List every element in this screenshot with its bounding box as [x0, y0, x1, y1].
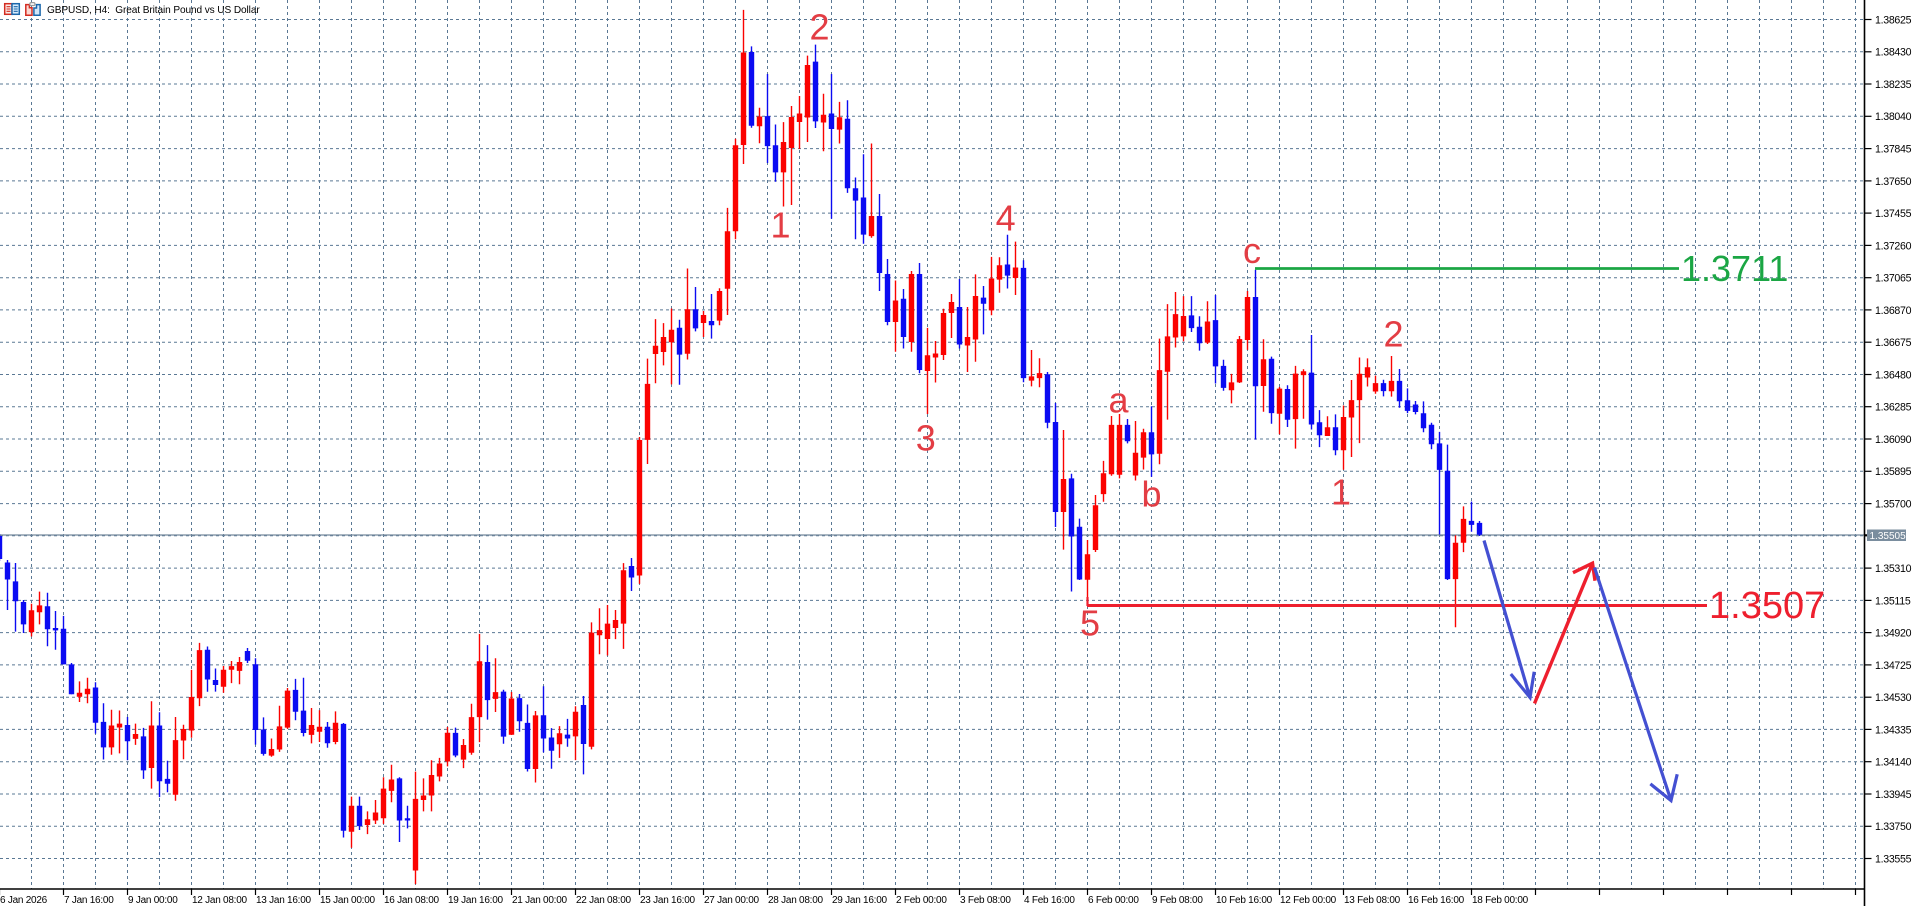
svg-text:1.36870: 1.36870 [1875, 305, 1912, 317]
svg-text:1.38040: 1.38040 [1875, 111, 1912, 123]
svg-text:4: 4 [996, 197, 1016, 238]
svg-text:16 Feb 16:00: 16 Feb 16:00 [1408, 895, 1465, 906]
svg-text:1.33750: 1.33750 [1875, 821, 1912, 833]
svg-text:1.34335: 1.34335 [1875, 724, 1912, 736]
svg-text:2 Feb 00:00: 2 Feb 00:00 [896, 895, 947, 906]
svg-text:13 Jan 16:00: 13 Jan 16:00 [256, 895, 312, 906]
svg-text:9 Jan 00:00: 9 Jan 00:00 [128, 895, 178, 906]
svg-text:1.3711: 1.3711 [1681, 248, 1788, 289]
svg-text:1.36285: 1.36285 [1875, 402, 1912, 414]
svg-text:10 Feb 16:00: 10 Feb 16:00 [1216, 895, 1273, 906]
svg-text:6 Jan 2026: 6 Jan 2026 [0, 895, 48, 906]
svg-text:29 Jan 16:00: 29 Jan 16:00 [832, 895, 888, 906]
svg-text:3: 3 [916, 417, 936, 458]
svg-text:2: 2 [809, 7, 829, 48]
svg-text:27 Jan 00:00: 27 Jan 00:00 [704, 895, 760, 906]
svg-text:1: 1 [1331, 472, 1351, 513]
svg-text:22 Jan 08:00: 22 Jan 08:00 [576, 895, 632, 906]
svg-text:1.34530: 1.34530 [1875, 692, 1912, 704]
svg-text:1.37065: 1.37065 [1875, 273, 1912, 285]
svg-text:GBPUSD, H4: Great Britain Pou: GBPUSD, H4: Great Britain Pound vs US Do… [47, 5, 260, 16]
svg-text:4 Feb 16:00: 4 Feb 16:00 [1024, 895, 1075, 906]
svg-text:1.3507: 1.3507 [1709, 585, 1825, 627]
svg-text:1: 1 [770, 205, 790, 246]
svg-text:19 Jan 16:00: 19 Jan 16:00 [448, 895, 504, 906]
svg-text:2: 2 [1383, 314, 1403, 355]
svg-text:1.34140: 1.34140 [1875, 757, 1912, 769]
svg-text:13 Feb 08:00: 13 Feb 08:00 [1344, 895, 1401, 906]
svg-text:5: 5 [1080, 603, 1100, 644]
svg-text:1.38430: 1.38430 [1875, 47, 1912, 59]
svg-text:1.35700: 1.35700 [1875, 499, 1912, 511]
svg-text:1.38625: 1.38625 [1875, 14, 1912, 26]
svg-text:16 Jan 08:00: 16 Jan 08:00 [384, 895, 440, 906]
svg-text:a: a [1108, 380, 1129, 421]
svg-text:18 Feb 00:00: 18 Feb 00:00 [1472, 895, 1529, 906]
svg-text:15 Jan 00:00: 15 Jan 00:00 [320, 895, 376, 906]
svg-text:1.34920: 1.34920 [1875, 628, 1912, 640]
svg-text:1.35505: 1.35505 [1870, 531, 1907, 542]
svg-text:1.36675: 1.36675 [1875, 337, 1912, 349]
svg-text:c: c [1243, 230, 1261, 271]
svg-text:1.37455: 1.37455 [1875, 208, 1912, 220]
svg-text:1.35310: 1.35310 [1875, 563, 1912, 575]
svg-text:12 Jan 08:00: 12 Jan 08:00 [192, 895, 248, 906]
svg-text:1.36090: 1.36090 [1875, 434, 1912, 446]
svg-text:1.35895: 1.35895 [1875, 466, 1912, 478]
svg-text:1.35115: 1.35115 [1875, 595, 1911, 607]
svg-text:7 Jan 16:00: 7 Jan 16:00 [64, 895, 114, 906]
svg-text:1.34725: 1.34725 [1875, 660, 1912, 672]
svg-text:28 Jan 08:00: 28 Jan 08:00 [768, 895, 824, 906]
svg-text:1.37845: 1.37845 [1875, 144, 1912, 156]
svg-text:1.33945: 1.33945 [1875, 789, 1912, 801]
svg-text:12 Feb 00:00: 12 Feb 00:00 [1280, 895, 1337, 906]
svg-text:21 Jan 00:00: 21 Jan 00:00 [512, 895, 568, 906]
svg-text:1.33555: 1.33555 [1875, 853, 1912, 865]
svg-text:6 Feb 00:00: 6 Feb 00:00 [1088, 895, 1139, 906]
svg-text:23 Jan 16:00: 23 Jan 16:00 [640, 895, 696, 906]
svg-text:b: b [1141, 474, 1161, 515]
svg-text:1.38235: 1.38235 [1875, 79, 1912, 91]
svg-text:1.37650: 1.37650 [1875, 176, 1912, 188]
svg-text:1.37260: 1.37260 [1875, 240, 1912, 252]
svg-text:1.36480: 1.36480 [1875, 369, 1912, 381]
svg-text:3 Feb 08:00: 3 Feb 08:00 [960, 895, 1011, 906]
svg-text:9 Feb 08:00: 9 Feb 08:00 [1152, 895, 1203, 906]
